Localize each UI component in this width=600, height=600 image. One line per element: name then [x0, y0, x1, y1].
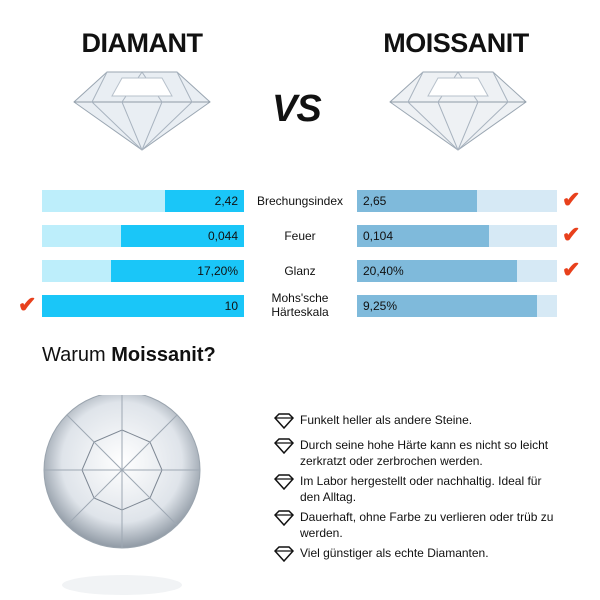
diamant-bar: 17,20%: [42, 260, 244, 282]
why-heading: Warum Moissanit?: [42, 344, 216, 366]
feature-text: Durch seine hohe Härte kann es nicht so …: [300, 438, 549, 468]
feature-text: Dauerhaft, ohne Farbe zu verlieren oder …: [300, 510, 554, 540]
moissanit-bar-fill: [357, 225, 489, 247]
diamond-icon: [274, 474, 294, 490]
moissanit-value: 0,104: [363, 229, 394, 243]
property-label: Brechungsindex: [256, 194, 344, 208]
diamond-icon: [274, 413, 294, 429]
diamond-icon: [274, 546, 294, 562]
diamant-bar-fill: [120, 225, 244, 247]
diamant-bar: 0,044: [42, 225, 244, 247]
feature-text: Im Labor hergestellt oder nachhaltig. Id…: [300, 474, 542, 504]
feature-item: Funkelt heller als andere Steine.: [274, 412, 564, 429]
moissanit-bar-fill: [357, 190, 477, 212]
check-icon: ✔: [562, 187, 581, 212]
moissanit-bar-fill: [357, 295, 537, 317]
check-icon: ✔: [562, 222, 581, 247]
feature-text: Viel günstiger als echte Diamanten.: [300, 546, 489, 560]
diamond-gem-image: [73, 71, 211, 151]
check-icon: ✔: [562, 257, 581, 282]
moissanit-value: 9,25%: [363, 299, 398, 313]
check-icon: ✔: [18, 292, 37, 317]
feature-item: Dauerhaft, ohne Farbe zu verlieren oder …: [274, 509, 564, 541]
moissanite-gem-image: [389, 71, 527, 151]
feature-item: Im Labor hergestellt oder nachhaltig. Id…: [274, 473, 564, 505]
diamant-value: 10: [224, 299, 238, 313]
diamant-title: DIAMANT: [81, 28, 203, 58]
round-diamond-image: [43, 395, 201, 595]
diamant-value: 17,20%: [197, 264, 238, 278]
diamant-value: 2,42: [214, 194, 238, 208]
diamant-bar-fill: [110, 260, 244, 282]
property-label: Mohs'sche Härteskala: [271, 291, 329, 319]
moissanit-bar: 2,65: [357, 190, 557, 212]
moissanit-bar: 20,40%: [357, 260, 557, 282]
moissanit-title: MOISSANIT: [383, 28, 529, 58]
diamond-icon: [274, 510, 294, 526]
diamant-value: 0,044: [207, 229, 238, 243]
moissanit-value: 20,40%: [363, 264, 404, 278]
vs-label: VS: [272, 88, 322, 130]
feature-text: Funkelt heller als andere Steine.: [300, 413, 473, 427]
diamant-bar-fill: [42, 295, 244, 317]
feature-item: Durch seine hohe Härte kann es nicht so …: [274, 437, 564, 469]
property-label: Feuer: [284, 229, 316, 243]
moissanit-bar: 0,104: [357, 225, 557, 247]
diamant-bar: 10: [42, 295, 244, 317]
feature-item: Viel günstiger als echte Diamanten.: [274, 545, 564, 562]
moissanit-bar-fill: [357, 260, 517, 282]
moissanit-value: 2,65: [363, 194, 387, 208]
diamant-bar-fill: [165, 190, 244, 212]
moissanit-bar: 9,25%: [357, 295, 557, 317]
diamond-icon: [274, 438, 294, 454]
property-label: Glanz: [284, 264, 316, 278]
diamant-bar: 2,42: [42, 190, 244, 212]
